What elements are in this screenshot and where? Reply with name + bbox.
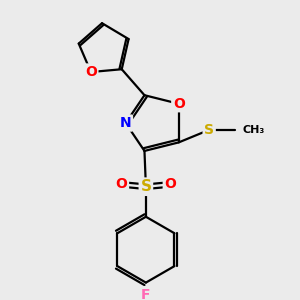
Text: O: O (116, 177, 128, 191)
Text: O: O (164, 177, 176, 191)
Text: F: F (141, 288, 151, 300)
Text: N: N (120, 116, 131, 130)
Text: O: O (85, 65, 97, 79)
Text: O: O (173, 97, 185, 111)
Text: S: S (140, 179, 152, 194)
Text: S: S (204, 123, 214, 137)
Text: CH₃: CH₃ (242, 125, 264, 135)
